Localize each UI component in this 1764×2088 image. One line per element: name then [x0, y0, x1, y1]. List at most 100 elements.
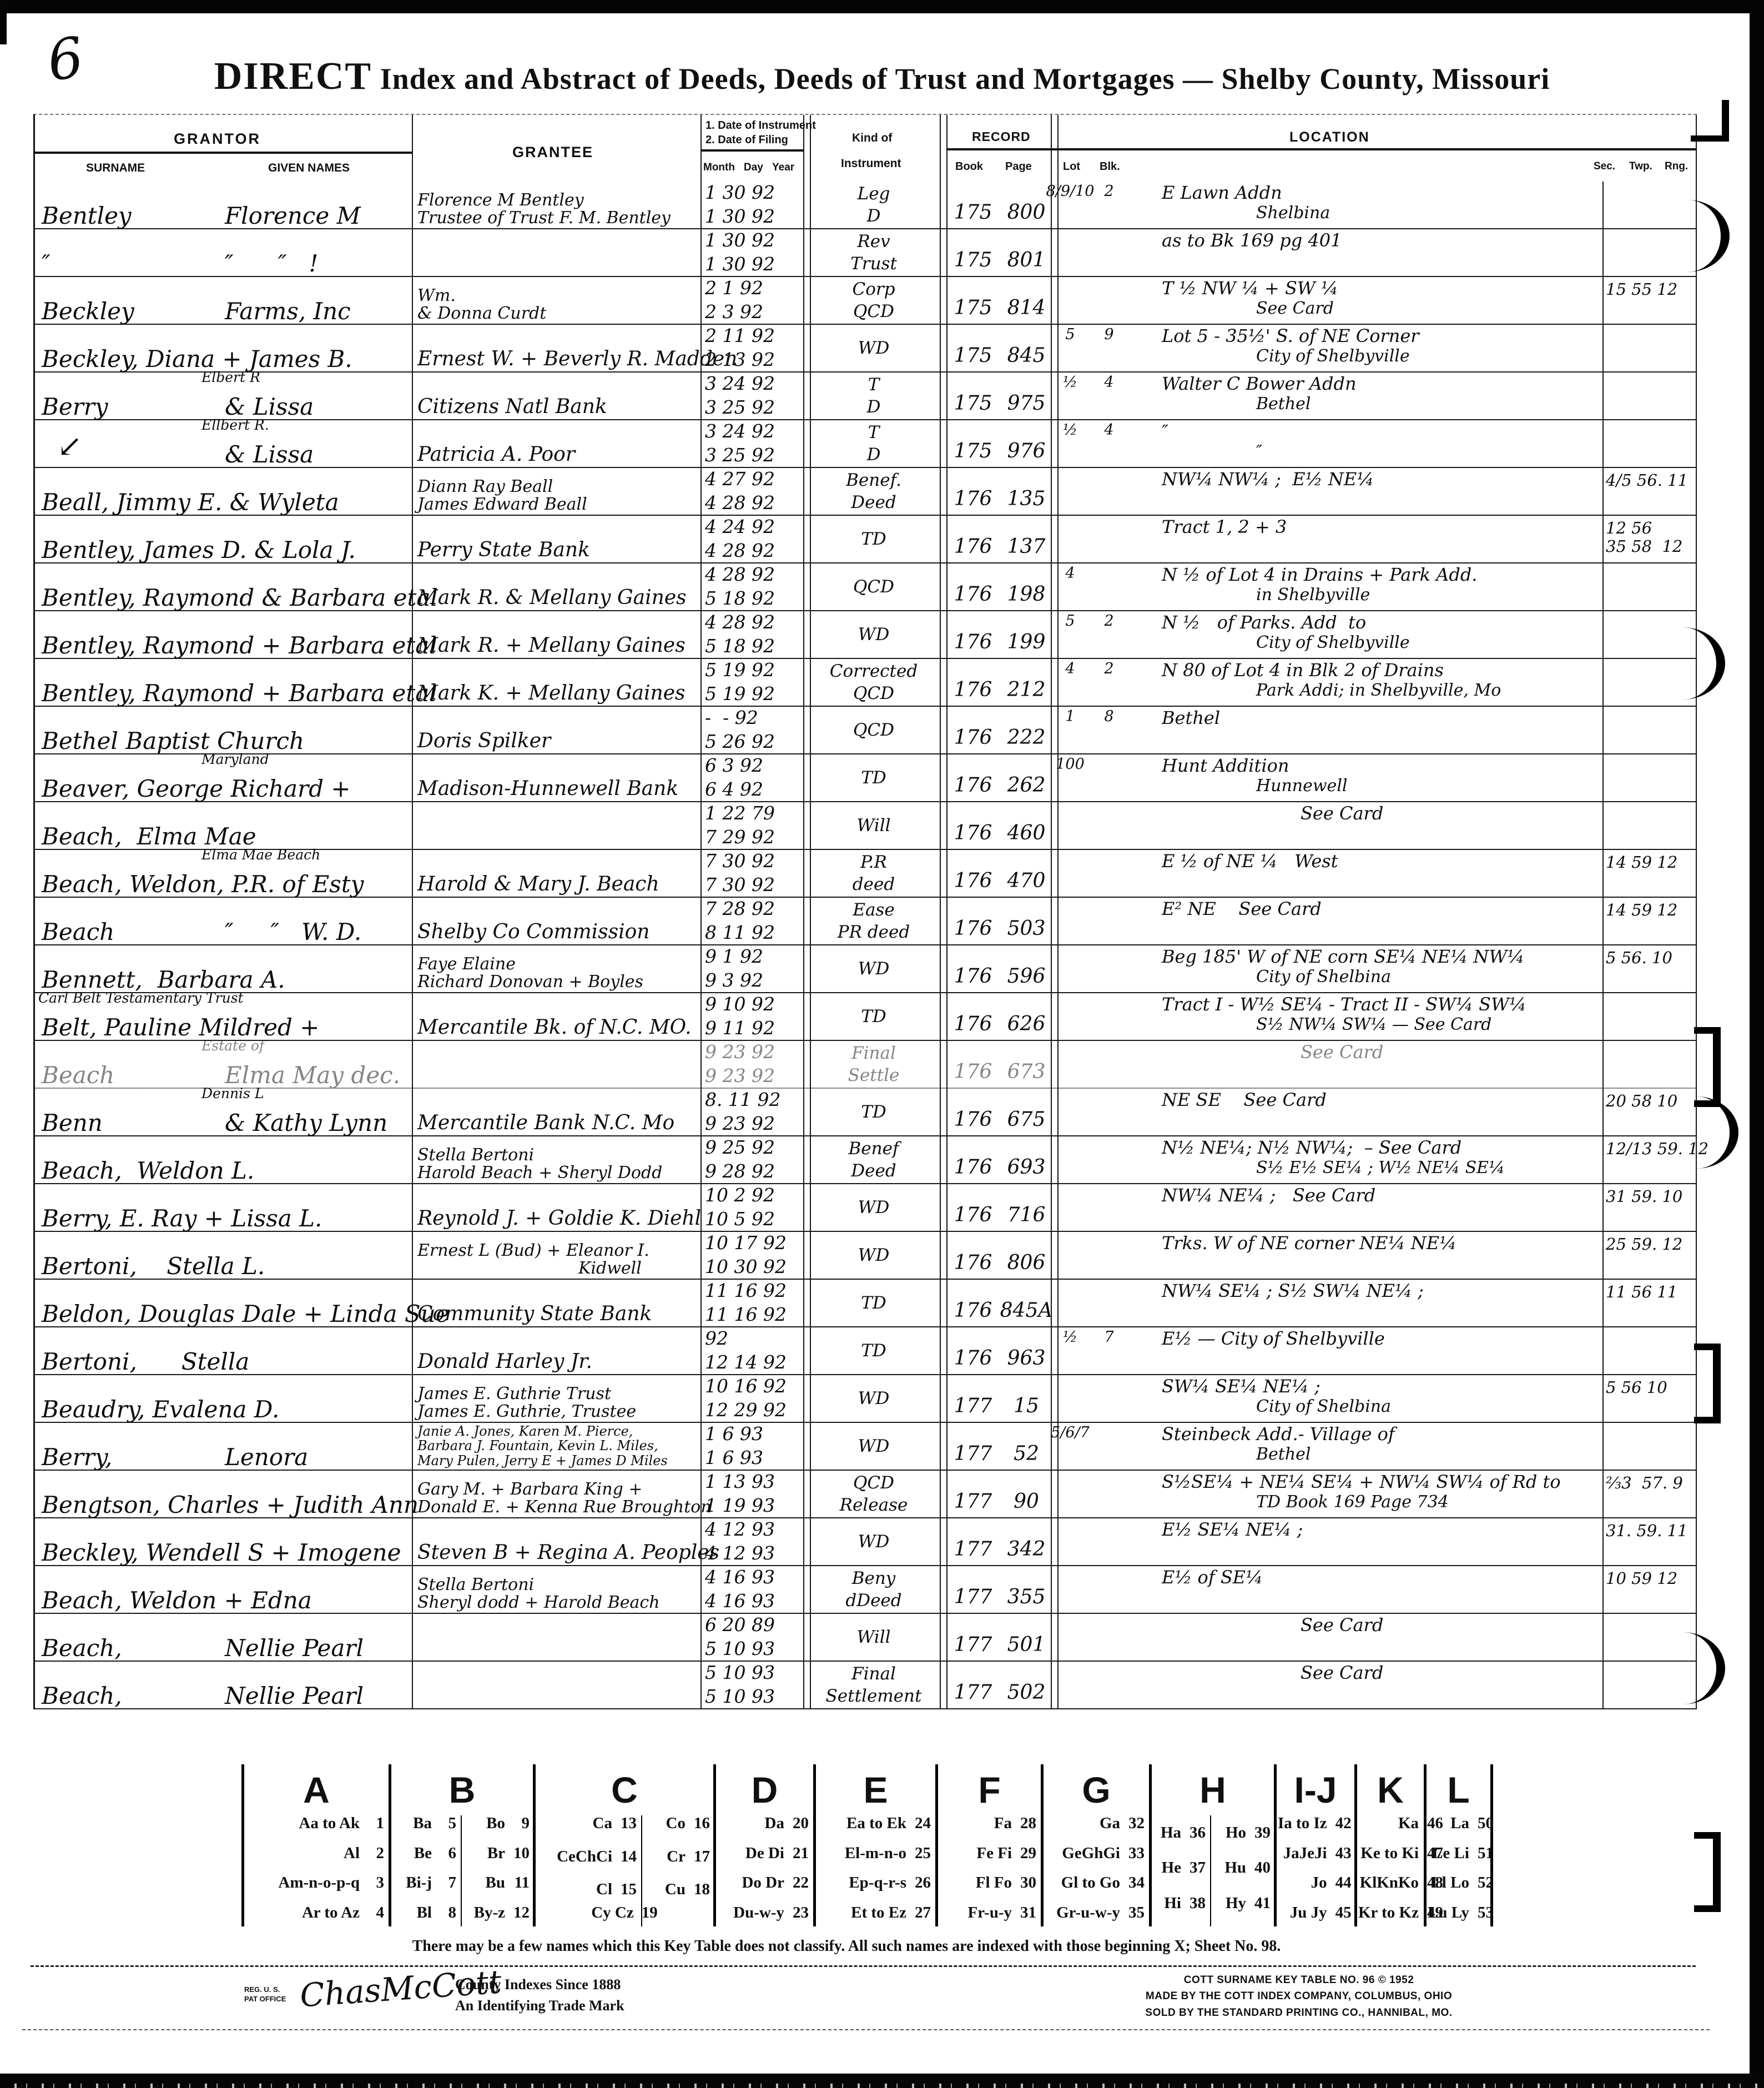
key-entry: Cl 15 [537, 1881, 637, 1898]
key-column: Ka 46 Ke to Ki 47 KlKnKo 48 Kr to Kz 49 [1357, 1815, 1448, 1926]
date-of-filing: 12 14 92 [705, 1351, 787, 1373]
date-cell: 4 24 92 4 28 92 [700, 516, 803, 562]
key-entry-number: 20 [793, 1814, 809, 1832]
grantor-given-names: & Lissa [225, 441, 314, 468]
grantee-name: Florence M Bentley [417, 190, 584, 210]
record-book: 176 [954, 822, 992, 844]
record-book-cell: 176 [944, 1089, 1002, 1135]
kind-line: WD [858, 624, 890, 645]
key-columns: Da 20 De Di 21 Do Dr 22 Du-w-y 23 [716, 1815, 813, 1926]
grantor-name: Beach, Nellie Pearl [42, 1637, 364, 1660]
kind-of-instrument-cell: Benef. Deed [803, 468, 944, 515]
location-line: TD Book 169 Page 734 [1256, 1492, 1449, 1512]
location-line: Bethel [1256, 394, 1311, 414]
header-page: Page [1005, 160, 1032, 173]
binder-mark [1687, 200, 1730, 272]
record-book-cell: 176 [944, 993, 1002, 1040]
sec-twp-rng-value: 25 59. 12 [1606, 1235, 1683, 1254]
record-book: 176 [954, 726, 992, 749]
record-page-cell: 137 [1002, 516, 1051, 562]
date-of-filing: 5 18 92 [705, 587, 775, 609]
key-entry-number: 51 [1477, 1844, 1494, 1862]
key-columns: Ca 13 CeChCi 14 Cl 15 Co 16 Cr 17 Cu 18 [536, 1815, 713, 1926]
lot-cell [1051, 229, 1090, 276]
key-entry-span: Cy Cz 19 [536, 1904, 713, 1922]
record-book-cell: 177 [944, 1518, 1002, 1565]
record-book: 175 [954, 440, 992, 462]
record-page: 801 [1007, 249, 1046, 271]
grantor-name: Berry, Lenora [42, 1446, 308, 1469]
date-of-instrument: 9 23 92 [705, 1041, 775, 1063]
record-page-cell: 135 [1002, 468, 1051, 515]
blk-cell [1090, 229, 1128, 276]
key-entry-number: 53 [1477, 1903, 1494, 1921]
footer-divider-1 [31, 1965, 1696, 1967]
date-of-instrument: 1 6 93 [705, 1423, 763, 1445]
key-entry: Bo 9 [463, 1815, 530, 1832]
sec-twp-rng-cell: 31. 59. 11 [1602, 1518, 1697, 1565]
key-entry-range: Lu Ly [1428, 1903, 1469, 1921]
location-cell: N½ NE¼; N½ NW¼; – See Card S½ E½ SE¼ ; W½… [1128, 1136, 1602, 1183]
record-page: 470 [1007, 869, 1046, 892]
sec-twp-rng-value: 11 56 11 [1606, 1282, 1678, 1301]
location-cell: E² NE See Card [1128, 898, 1602, 944]
key-entry-range: Hu [1224, 1859, 1246, 1877]
record-page: 806 [1007, 1251, 1046, 1274]
record-page-cell: 503 [1002, 898, 1051, 944]
blk-cell [1090, 277, 1128, 324]
sec-twp-rng-cell [1602, 1041, 1697, 1088]
grantor-cell: Bertoni, Stella [35, 1327, 412, 1374]
scan-corner-blob [0, 0, 7, 44]
lot-value: 1 [1065, 708, 1075, 725]
key-entry-range: Bo [486, 1814, 505, 1832]
sec-twp-rng-cell [1602, 420, 1697, 467]
surname-key-table: A Aa to Ak 1 Al 2 Am-n-o-p-q 3 Ar to Az 4 B Ba 5 Be 6… [241, 1764, 1494, 1926]
grantor-cell: Beall, Jimmy E. & Wyleta [35, 468, 412, 515]
kind-of-instrument-cell: WD [803, 325, 944, 371]
lot-cell: 5/6/7 [1051, 1423, 1090, 1470]
grantee-name: Shelby Co Commission [417, 920, 650, 944]
sec-twp-rng-value: 12 56 [1606, 519, 1652, 537]
grantor-name: Bertoni, Stella L. [42, 1255, 265, 1278]
date-of-instrument: 3 24 92 [705, 373, 775, 394]
key-entry: Al 2 [245, 1845, 384, 1861]
grantor-name: Bengtson, Charles + Judith Ann [42, 1493, 419, 1517]
kind-line: QCD [853, 576, 894, 597]
sec-twp-rng-cell [1602, 993, 1697, 1040]
table-row: ″ ″ ″ ! 1 30 92 1 30 92 Rev Trust 175 801 as to … [35, 229, 1697, 277]
grantor-surname: Berry [42, 393, 108, 420]
key-entry-range: Hi [1164, 1894, 1181, 1912]
key-entry: La 50 [1428, 1815, 1494, 1832]
kind-line: Will [856, 1627, 891, 1647]
key-entry: Aa to Ak 1 [245, 1815, 384, 1832]
location-cell: N 80 of Lot 4 in Blk 2 of Drains Park Add… [1128, 659, 1602, 706]
header-grantor-rule [35, 152, 412, 154]
key-entry-number: 5 [448, 1814, 457, 1832]
record-page: 503 [1007, 917, 1046, 940]
grantor-given-names: Nellie Pearl [225, 1682, 364, 1709]
kind-line: WD [858, 1245, 890, 1265]
key-column: Aa to Ak 1 Al 2 Am-n-o-p-q 3 Ar to Az 4 [244, 1815, 389, 1926]
location-cell: E½ SE¼ NE¼ ; [1128, 1518, 1602, 1565]
key-letter: K [1377, 1769, 1404, 1810]
lot-cell [1051, 1662, 1090, 1708]
header-twp: Twp. [1629, 160, 1652, 172]
key-entry-number: 22 [793, 1874, 809, 1892]
grantor-cell: Beach, Weldon + Edna [35, 1566, 412, 1613]
record-book: 176 [954, 1013, 992, 1035]
key-entry-range: Ep-q-r-s [849, 1874, 906, 1892]
date-of-instrument: 1 30 92 [705, 229, 775, 251]
grantor-surname: Beach, Weldon, P.R. of Esty [42, 871, 364, 898]
header-grantor: GRANTOR [174, 130, 261, 147]
record-book: 177 [954, 1395, 992, 1417]
date-cell: 1 6 93 1 6 93 [700, 1423, 803, 1470]
location-cell: SW¼ SE¼ NE¼ ; City of Shelbina [1128, 1375, 1602, 1422]
kind-line: deed [852, 874, 895, 894]
lot-value: ½ [1062, 1329, 1078, 1346]
date-of-filing: 1 30 92 [705, 205, 775, 227]
key-letter: H [1199, 1769, 1226, 1810]
grantee-name: James Edward Beall [417, 494, 587, 514]
grantee-cell: Gary M. + Barbara King + Donald E. + Kenn… [412, 1471, 712, 1517]
record-page: 963 [1007, 1347, 1046, 1370]
blk-cell [1090, 1280, 1128, 1326]
